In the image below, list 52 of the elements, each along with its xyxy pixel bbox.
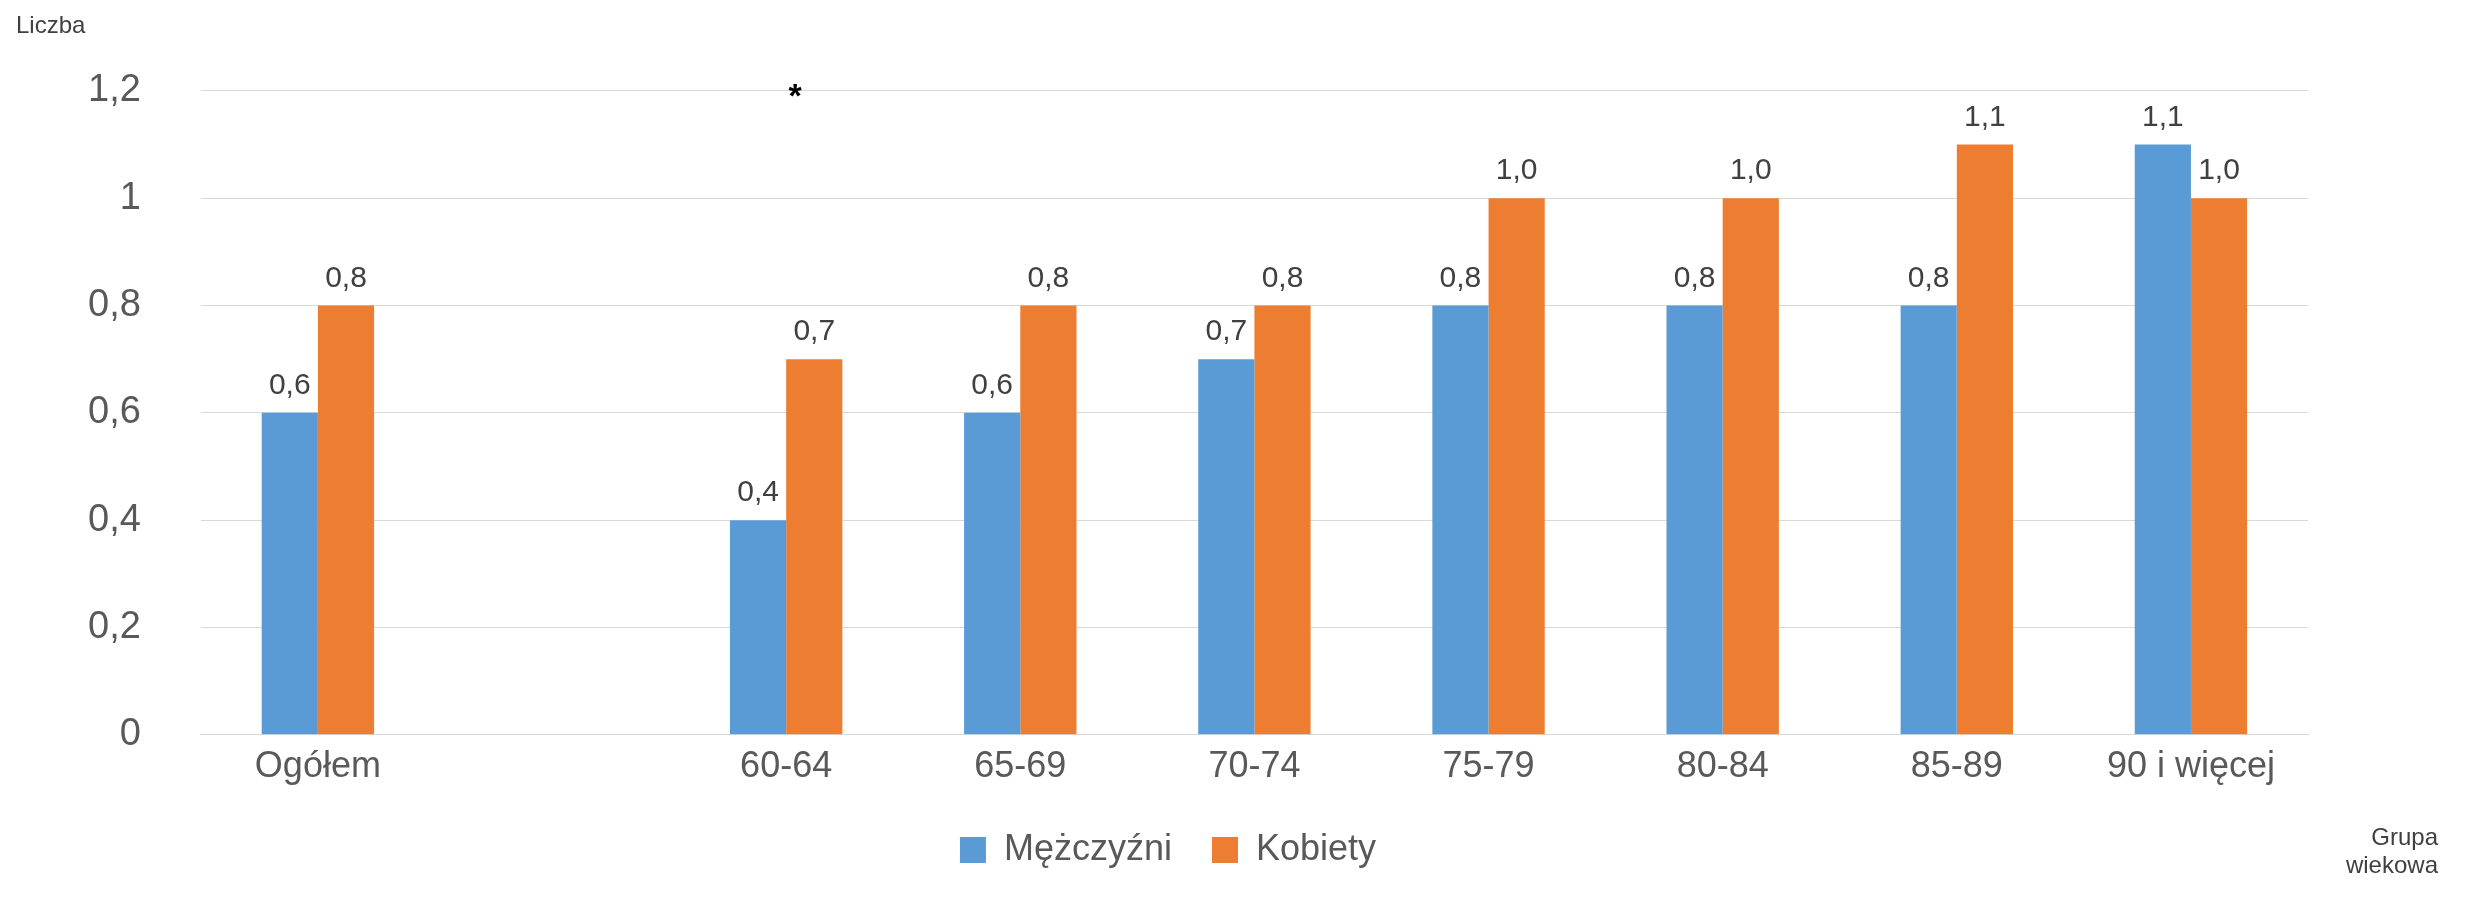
x-tick-label: Ogółem: [254, 744, 381, 786]
data-label: 0,7: [1205, 313, 1248, 347]
data-label: 0,8: [1261, 259, 1304, 293]
data-label: 1,1: [2141, 98, 2184, 132]
bar: [1722, 198, 1779, 735]
data-label: 0,6: [971, 367, 1014, 401]
y-tick-label: 0,6: [88, 389, 141, 432]
legend-label: Mężczyźni: [1003, 826, 1172, 868]
data-label: 1,0: [1729, 152, 1772, 186]
x-tick-label: 90 i więcej: [2106, 744, 2275, 786]
y-axis-title: Liczba: [16, 10, 87, 38]
y-tick-label: 1,2: [88, 67, 141, 110]
x-tick-label: 85-89: [1910, 744, 2003, 786]
annotation: *: [788, 76, 803, 115]
y-tick-label: 0,8: [88, 281, 141, 324]
bar: [1020, 305, 1077, 735]
bar: [261, 412, 318, 735]
data-label: 0,8: [1439, 259, 1482, 293]
x-axis-title: Grupa wiekowa: [2344, 822, 2439, 878]
x-tick-label: 65-69: [974, 744, 1067, 786]
y-tick-label: 0,2: [88, 603, 141, 646]
y-tick-label: 0: [119, 711, 141, 754]
data-label: 0,6: [268, 367, 311, 401]
x-tick-label: 60-64: [740, 744, 833, 786]
data-label: 0,4: [737, 474, 779, 508]
data-label: 0,8: [325, 259, 367, 293]
data-label: 1,0: [2198, 152, 2240, 186]
bar: [786, 359, 843, 735]
y-tick-label: 1: [119, 174, 141, 217]
data-label: 0,8: [1907, 259, 1950, 293]
bar: [1956, 144, 2013, 735]
data-label: 1,0: [1495, 152, 1538, 186]
bar: [1900, 305, 1957, 735]
bar: [2134, 144, 2191, 735]
bar: [1254, 305, 1311, 735]
bar: [964, 412, 1021, 735]
bar: [317, 305, 375, 735]
data-label: 1,1: [1964, 98, 2006, 132]
x-tick-label: 80-84: [1676, 744, 1769, 786]
bar: [1432, 305, 1489, 735]
legend-label: Kobiety: [1255, 826, 1377, 868]
y-tick-label: 0,4: [88, 496, 141, 539]
data-label: 0,7: [793, 313, 836, 347]
data-label: 0,8: [1673, 259, 1716, 293]
data-label: 0,8: [1027, 259, 1070, 293]
bar: [729, 520, 787, 735]
bar: [1666, 305, 1723, 735]
bar: [1198, 359, 1255, 735]
bar: [2190, 198, 2248, 735]
x-tick-label: 75-79: [1442, 744, 1535, 786]
bar: [1488, 198, 1545, 735]
x-tick-label: 70-74: [1208, 744, 1301, 786]
